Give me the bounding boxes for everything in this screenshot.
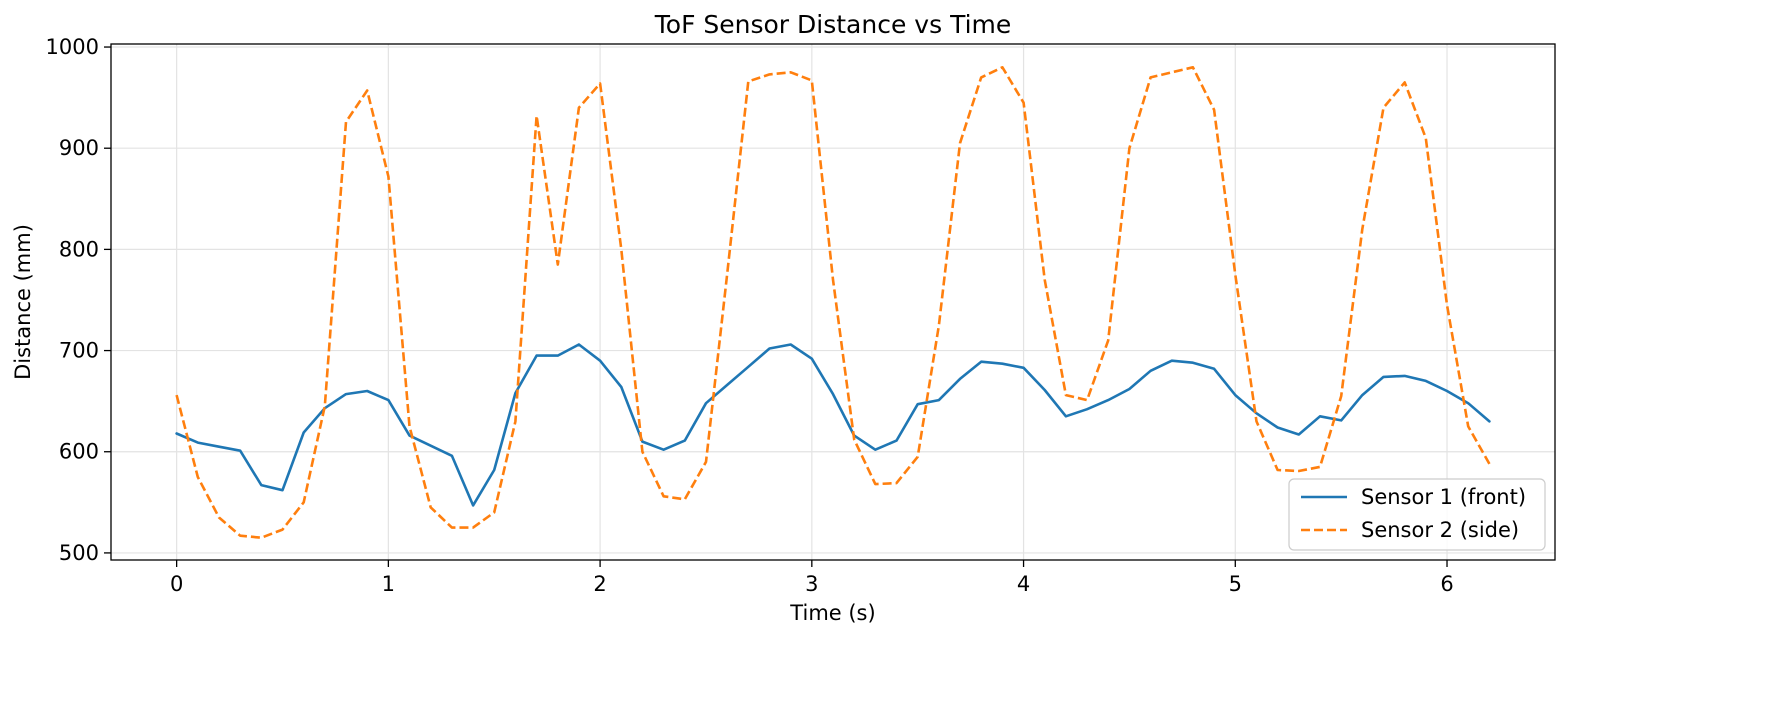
- series-line-sensor-1: [175, 343, 1491, 507]
- chart-title: ToF Sensor Distance vs Time: [654, 10, 1012, 39]
- legend-box: [1288, 478, 1546, 551]
- x-tick-label: 0: [170, 572, 183, 596]
- series-line-sensor-2: [175, 66, 1491, 540]
- legend-label-sensor-2: Sensor 2 (side): [1361, 518, 1519, 542]
- legend-label-sensor-1: Sensor 1 (front): [1361, 485, 1526, 509]
- x-tick-label: 1: [382, 572, 395, 596]
- x-tick-label: 3: [805, 572, 818, 596]
- x-tick-label: 5: [1229, 572, 1242, 596]
- x-tick-label: 6: [1440, 572, 1453, 596]
- y-tick-label: 900: [59, 136, 99, 160]
- grid: [111, 44, 1555, 560]
- x-axis-title: Time (s): [789, 601, 875, 625]
- x-tick-label: 4: [1017, 572, 1030, 596]
- plot-frame: [110, 43, 1556, 561]
- y-axis-title: Distance (mm): [11, 224, 35, 380]
- y-tick-label: 1000: [46, 35, 99, 59]
- y-tick-label: 500: [59, 541, 99, 565]
- series-layer: [175, 66, 1491, 540]
- ticks: 0 1 2 3 4 5 6 500 600 700 800 900 1000: [46, 35, 1454, 596]
- x-tick-label: 2: [593, 572, 606, 596]
- y-tick-label: 700: [59, 339, 99, 363]
- y-tick-label: 600: [59, 440, 99, 464]
- y-tick-label: 800: [59, 237, 99, 261]
- legend: Sensor 1 (front) Sensor 2 (side): [1288, 478, 1546, 551]
